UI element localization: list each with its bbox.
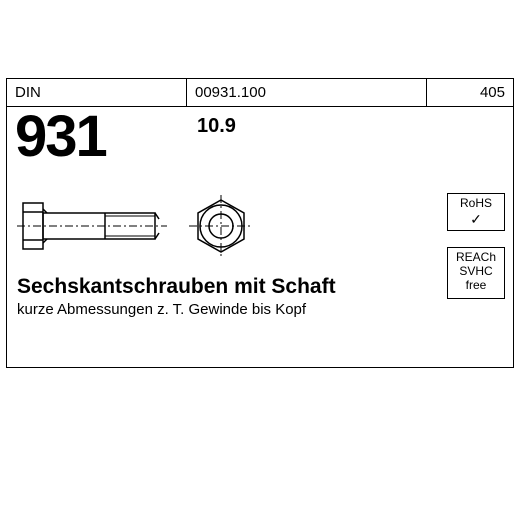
spec-sheet: DIN 00931.100 405 931 10.9	[6, 78, 514, 368]
header-ref: 405	[427, 79, 513, 106]
diagram-row	[7, 189, 513, 269]
header-standard: DIN	[7, 79, 187, 106]
rohs-badge: RoHS ✓	[447, 193, 505, 231]
rohs-label: RoHS	[450, 197, 502, 211]
product-subtitle: kurze Abmessungen z. T. Gewinde bis Kopf	[7, 299, 513, 326]
designation-row: 931 10.9	[7, 107, 513, 189]
reach-line3: free	[450, 279, 502, 293]
reach-badge: REACh SVHC free	[447, 247, 505, 299]
check-icon: ✓	[450, 211, 502, 227]
bolt-side-view-icon	[17, 195, 167, 257]
reach-line1: REACh	[450, 251, 502, 265]
strength-grade: 10.9	[197, 115, 236, 138]
header-code: 00931.100	[187, 79, 427, 106]
bolt-front-view-icon	[189, 195, 253, 257]
product-title: Sechskantschrauben mit Schaft	[17, 275, 503, 299]
din-number: 931	[15, 103, 106, 170]
reach-line2: SVHC	[450, 265, 502, 279]
title-row: Sechskantschrauben mit Schaft	[7, 269, 513, 299]
